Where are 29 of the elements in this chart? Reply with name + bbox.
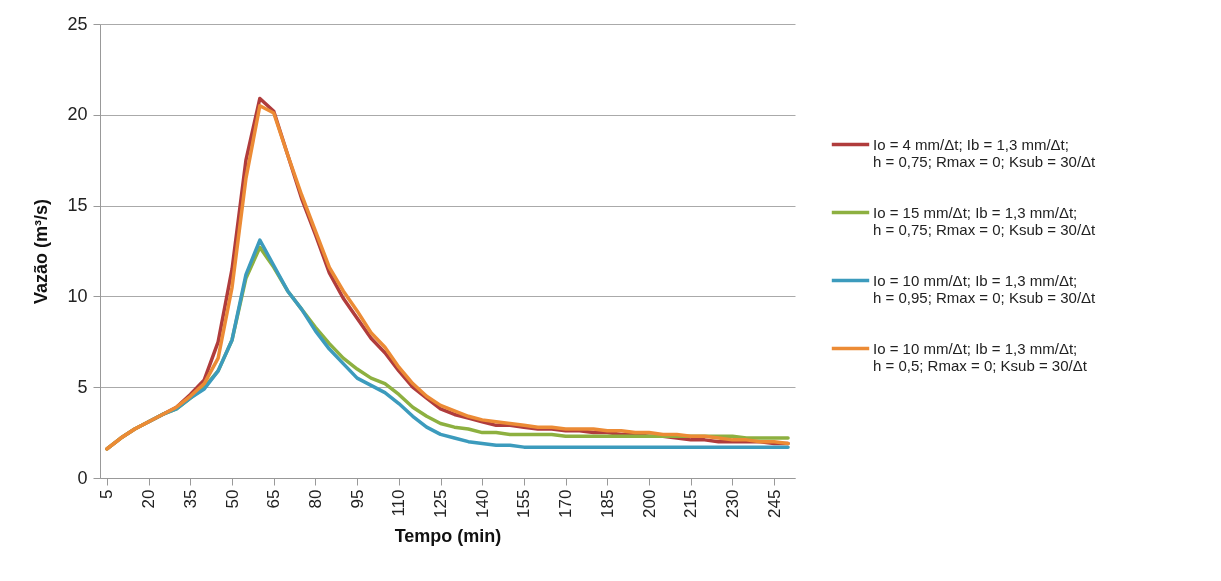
x-tick-label: 230 (722, 489, 742, 518)
x-tick-label: 20 (139, 489, 159, 509)
y-tick-label: 10 (67, 285, 88, 306)
x-tick-label: 200 (639, 489, 659, 518)
x-tick-label: 170 (556, 489, 576, 518)
legend-label: Io = 10 mm/Δt; Ib = 1,3 mm/Δt; h = 0,5; Rmax = 0; Ksub = 30/Δt (873, 339, 1088, 374)
x-tick-label: 110 (389, 489, 409, 517)
y-tick-label: 25 (67, 13, 88, 34)
x-tick-label: 80 (305, 489, 325, 509)
y-axis-title: Vazão (m³/s) (31, 198, 52, 305)
y-tick-label: 15 (67, 195, 88, 216)
x-axis-title: Tempo (min) (394, 525, 502, 546)
x-tick-label: 215 (681, 489, 701, 518)
y-tick-label: 0 (77, 467, 88, 488)
x-tick-label: 35 (180, 489, 200, 509)
x-tick-label: 245 (764, 489, 784, 518)
x-tick-label: 185 (597, 489, 617, 518)
x-tick-label: 155 (514, 489, 534, 518)
x-tick-label: 95 (347, 489, 367, 509)
x-tick-label: 125 (431, 489, 451, 518)
y-tick-label: 5 (77, 376, 88, 397)
x-tick-label: 65 (264, 489, 284, 509)
x-tick-label: 140 (472, 489, 492, 518)
x-tick-label: 50 (222, 489, 242, 509)
y-tick-label: 20 (67, 104, 88, 125)
legend-label: Io = 10 mm/Δt; Ib = 1,3 mm/Δt; h = 0,95; Rmax = 0; Ksub = 30/Δt (873, 271, 1097, 306)
legend-label: Io = 15 mm/Δt; Ib = 1,3 mm/Δt; h = 0,75; Rmax = 0; Ksub = 30/Δt (873, 203, 1097, 238)
legend-label: Io = 4 mm/Δt; Ib = 1,3 mm/Δt; h = 0,75; Rmax = 0; Ksub = 30/Δt (873, 135, 1097, 170)
x-tick-label: 5 (97, 489, 117, 499)
